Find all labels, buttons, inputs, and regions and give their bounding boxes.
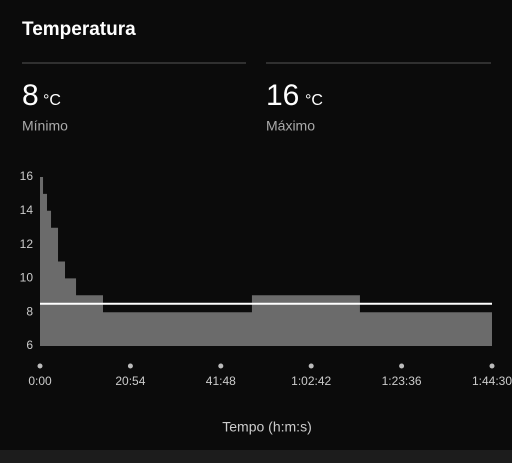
x-tick-dot [399, 363, 405, 369]
bottom-bar [0, 450, 512, 463]
y-tick-label: 12 [20, 237, 34, 251]
y-tick-label: 10 [20, 271, 34, 285]
x-tick-label: 1:02:42 [291, 374, 331, 388]
title: Temperatura [22, 19, 136, 40]
x-tick-dot [218, 363, 224, 369]
y-tick-label: 14 [20, 203, 34, 217]
stat-label: Máximo [266, 118, 315, 134]
x-tick-label: 0:00 [28, 374, 52, 388]
stat-value: 8 [22, 79, 39, 112]
stat-label: Mínimo [22, 118, 68, 134]
area [40, 177, 492, 346]
x-tick-dot [127, 363, 133, 369]
x-tick-label: 1:23:36 [382, 374, 422, 388]
x-tick-dot [489, 363, 495, 369]
x-tick-label: 41:48 [206, 374, 236, 388]
y-tick-label: 8 [26, 304, 33, 318]
y-tick-label: 16 [20, 169, 34, 183]
x-tick-label: 1:44:30 [472, 374, 512, 388]
x-tick-dot [308, 363, 314, 369]
x-tick-dot [37, 363, 43, 369]
x-tick-label: 20:54 [115, 374, 145, 388]
x-axis-title: Tempo (h:m:s) [222, 419, 311, 435]
stat-unit: °C [43, 92, 61, 109]
y-tick-label: 6 [26, 338, 33, 352]
background [0, 0, 512, 450]
stat-value: 16 [266, 79, 299, 112]
stat-unit: °C [305, 92, 323, 109]
